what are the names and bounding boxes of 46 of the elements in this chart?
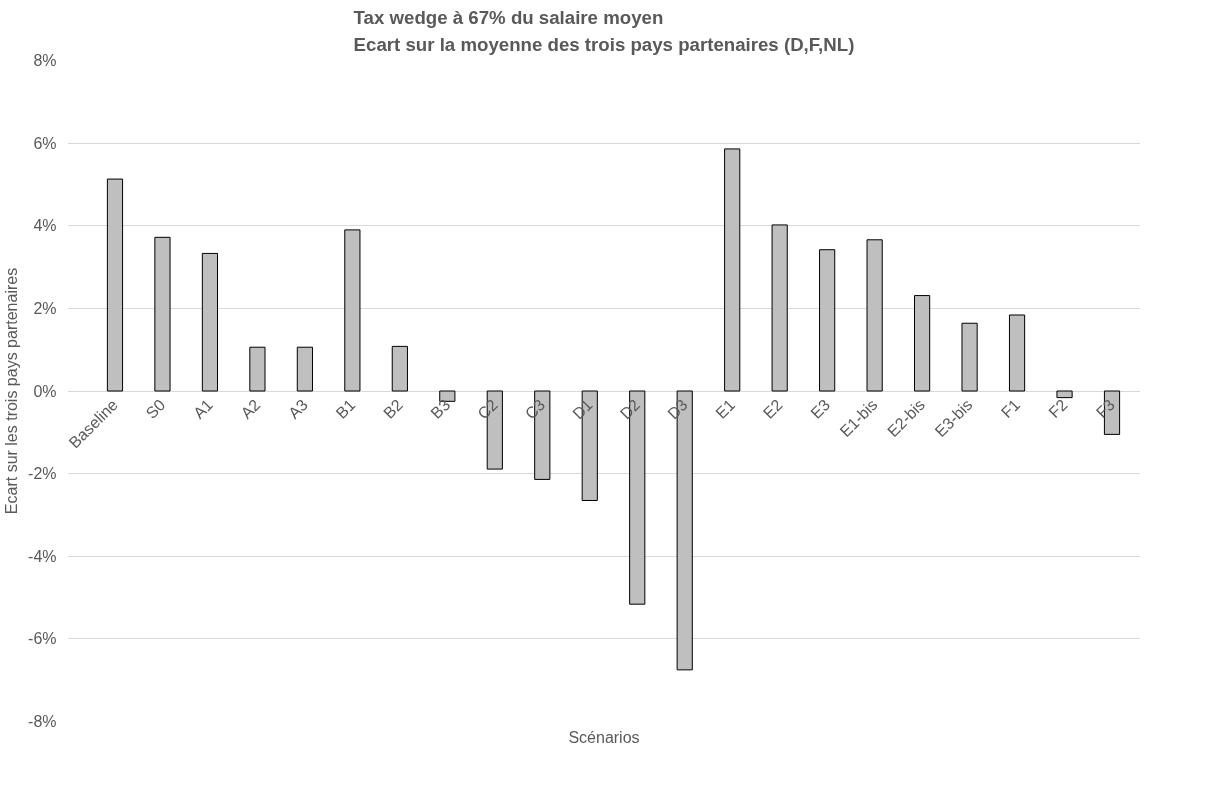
bar bbox=[724, 148, 741, 392]
bar bbox=[439, 390, 456, 402]
x-tick-label: E3 bbox=[807, 395, 834, 422]
bar bbox=[106, 178, 124, 392]
x-tick-label: D1 bbox=[569, 395, 596, 423]
bar bbox=[154, 236, 171, 392]
x-tick-label: A2 bbox=[237, 395, 264, 422]
x-tick-label: E2 bbox=[759, 395, 786, 422]
x-tick-label: S0 bbox=[142, 395, 169, 422]
x-axis-title: Scénarios bbox=[568, 728, 640, 746]
y-tick-label: -4% bbox=[28, 547, 57, 565]
bar bbox=[344, 229, 361, 392]
bar bbox=[296, 346, 313, 392]
x-tick-label: F2 bbox=[1045, 395, 1071, 422]
y-tick-label: 0% bbox=[33, 382, 57, 400]
x-tick-label: F3 bbox=[1092, 395, 1119, 422]
bar bbox=[819, 249, 836, 392]
x-tick-label: A3 bbox=[285, 395, 311, 422]
x-tick-label: D3 bbox=[664, 395, 691, 423]
x-tick-label: D2 bbox=[616, 395, 644, 423]
chart-title: Tax wedge à 67% du salaire moyen Ecart sur la moyenne des trois pays partenaires (D,F,NL) bbox=[353, 7, 855, 56]
bar bbox=[1056, 390, 1073, 399]
y-tick-label: 4% bbox=[33, 217, 57, 235]
bar bbox=[249, 346, 266, 392]
y-tick-label: 2% bbox=[33, 299, 57, 317]
bar bbox=[961, 322, 978, 392]
y-tick-label: -6% bbox=[28, 630, 57, 648]
bar bbox=[391, 345, 408, 392]
bar bbox=[866, 239, 883, 392]
x-tick-label: B2 bbox=[380, 395, 406, 422]
x-tick-label: B3 bbox=[427, 395, 454, 422]
x-tick-label: A1 bbox=[190, 395, 217, 422]
y-tick-label: -8% bbox=[28, 713, 57, 730]
bar bbox=[771, 224, 788, 392]
bar bbox=[1008, 314, 1026, 392]
x-tick-label: C3 bbox=[521, 395, 549, 423]
x-tick-label: F1 bbox=[997, 395, 1024, 422]
bar bbox=[914, 295, 931, 392]
x-tick-label: E1 bbox=[712, 395, 739, 422]
y-axis-title: Ecart sur les trois pays partenaires bbox=[3, 267, 21, 515]
bar bbox=[201, 252, 219, 392]
y-tick-label: -2% bbox=[28, 465, 57, 483]
y-tick-label: 8% bbox=[33, 52, 57, 69]
x-tick-label: C2 bbox=[474, 395, 501, 423]
y-tick-label: 6% bbox=[33, 134, 57, 152]
x-tick-label: B1 bbox=[332, 395, 359, 422]
